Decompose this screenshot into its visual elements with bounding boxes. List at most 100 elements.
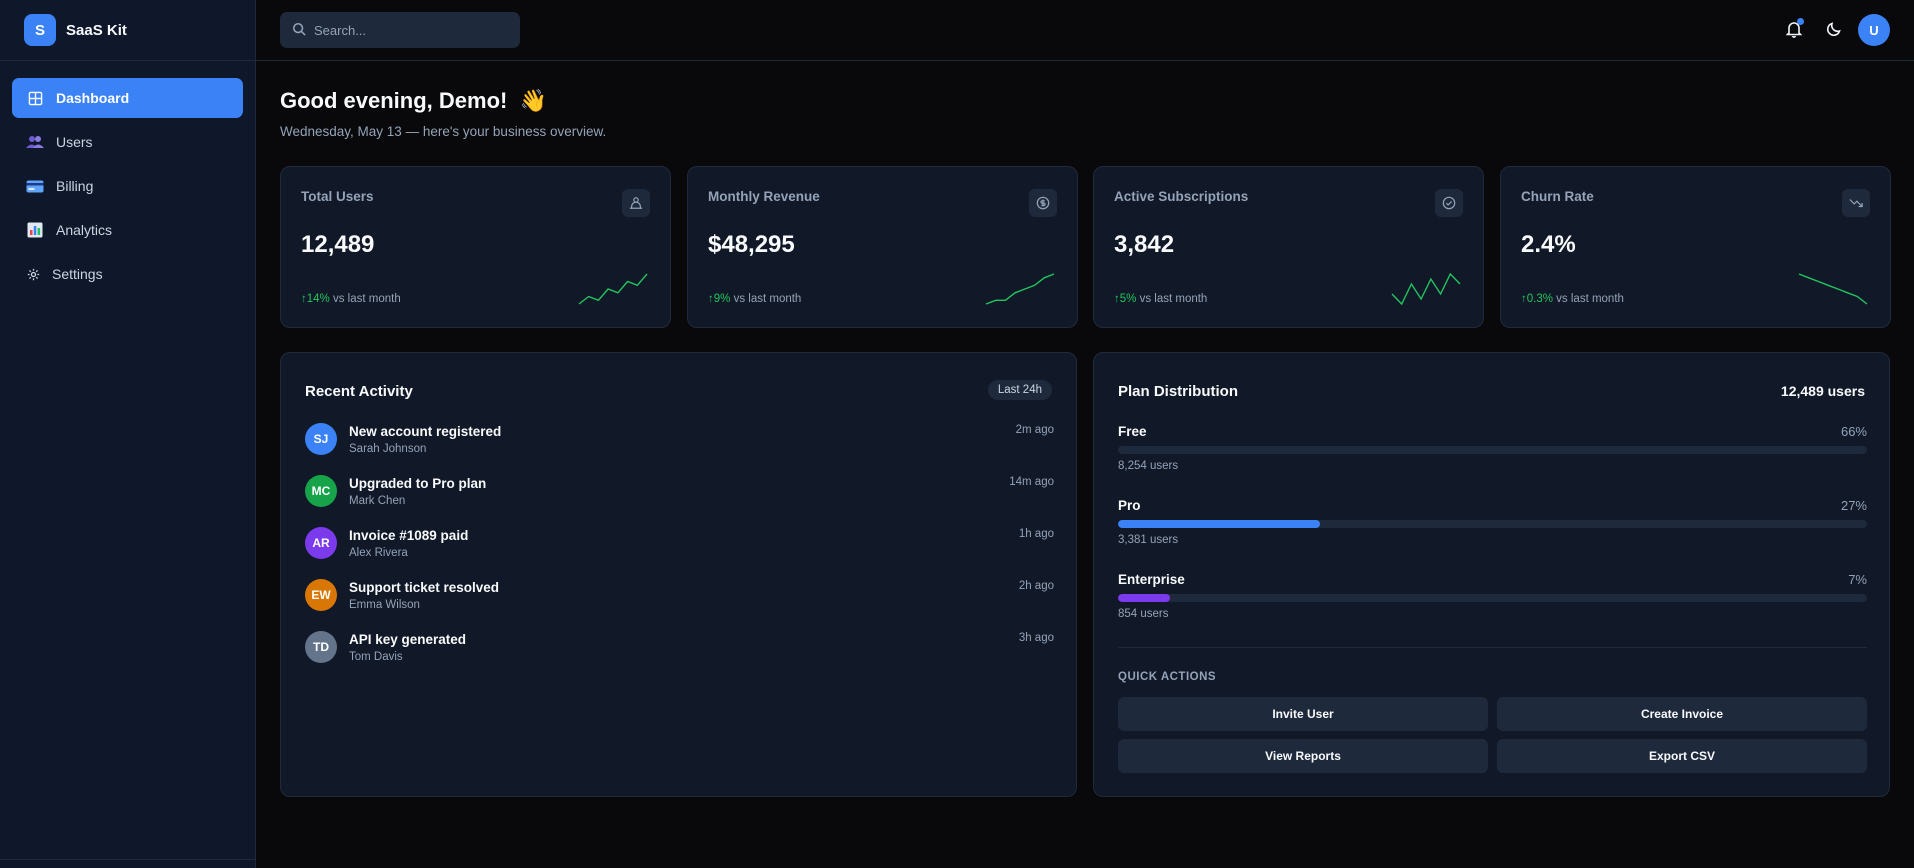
- bar-chart-icon: [26, 221, 44, 239]
- activity-user: Tom Davis: [349, 651, 403, 663]
- activity-time: 14m ago: [1009, 476, 1054, 488]
- trending-down-icon: [1842, 189, 1870, 217]
- dollar-icon: [1029, 189, 1057, 217]
- activity-user: Mark Chen: [349, 495, 406, 507]
- plan-row-free: Free 66% 8,254 users: [1118, 424, 1867, 480]
- sidebar-item-label: Dashboard: [56, 90, 130, 106]
- sparkline: [1798, 273, 1868, 305]
- avatar: MC: [305, 475, 337, 507]
- stat-value: 12,489: [301, 231, 375, 258]
- search-input[interactable]: [314, 22, 504, 38]
- stat-change-value: ↑5%: [1114, 293, 1137, 305]
- create-invoice-button[interactable]: Create Invoice: [1497, 697, 1867, 731]
- stat-card-churn-rate: Churn Rate 2.4% ↑0.3% vs last month: [1500, 166, 1891, 328]
- credit-card-icon: [26, 177, 44, 195]
- activity-item[interactable]: MC Upgraded to Pro plan Mark Chen 14m ag…: [305, 475, 1054, 515]
- notifications-button[interactable]: [1782, 18, 1806, 42]
- activity-time: 3h ago: [1018, 632, 1054, 644]
- sidebar-item-dashboard[interactable]: Dashboard: [12, 78, 243, 118]
- plan-user-count: 8,254 users: [1118, 460, 1179, 472]
- search-box[interactable]: [280, 12, 520, 48]
- stat-change-value: ↑9%: [708, 293, 731, 305]
- plan-progress-track: [1118, 594, 1867, 602]
- sidebar-item-analytics[interactable]: Analytics: [12, 210, 243, 250]
- plan-user-count: 854 users: [1118, 608, 1169, 620]
- view-reports-button[interactable]: View Reports: [1118, 739, 1488, 773]
- avatar: SJ: [305, 423, 337, 455]
- brand-name: SaaS Kit: [66, 21, 127, 39]
- sidebar-divider: [0, 859, 256, 860]
- activity-user: Alex Rivera: [349, 547, 408, 559]
- plan-distribution-card: Plan Distribution 12,489 users Free 66% …: [1093, 352, 1890, 797]
- sidebar-item-billing[interactable]: Billing: [12, 166, 243, 206]
- sidebar-item-label: Settings: [52, 266, 103, 282]
- stat-card-active-subscriptions: Active Subscriptions 3,842 ↑5% vs last m…: [1093, 166, 1484, 328]
- sparkline-path: [1798, 273, 1868, 305]
- moon-icon: [1826, 21, 1842, 40]
- stat-change-suffix: vs last month: [1556, 293, 1624, 305]
- activity-time: 2m ago: [1015, 424, 1054, 436]
- wave-emoji: 👋: [519, 88, 547, 113]
- stat-label: Monthly Revenue: [708, 189, 820, 204]
- section-divider: [1118, 647, 1867, 648]
- activity-time: 2h ago: [1018, 580, 1054, 592]
- activity-title: Upgraded to Pro plan: [349, 476, 487, 491]
- brand[interactable]: S SaaS Kit: [0, 0, 255, 61]
- plan-progress-fill: [1118, 594, 1171, 602]
- brand-logo: S: [24, 14, 56, 46]
- avatar: AR: [305, 527, 337, 559]
- stat-value: 3,842: [1114, 231, 1175, 258]
- total-users-count: 12,489 users: [1780, 383, 1865, 399]
- sparkline-path: [985, 273, 1055, 305]
- sidebar: S SaaS Kit Dashboard Users Billing Anal: [0, 0, 256, 868]
- stat-card-total-users: Total Users 12,489 ↑14% vs last month: [280, 166, 671, 328]
- card-title: Plan Distribution: [1118, 383, 1238, 400]
- sparkline-path: [578, 273, 648, 305]
- theme-toggle-button[interactable]: [1822, 18, 1846, 42]
- invite-user-button[interactable]: Invite User: [1118, 697, 1488, 731]
- quick-actions-label: QUICK ACTIONS: [1118, 671, 1217, 683]
- stat-label: Active Subscriptions: [1114, 189, 1249, 204]
- notification-dot: [1797, 18, 1804, 25]
- activity-title: Invoice #1089 paid: [349, 528, 469, 543]
- time-range-badge: Last 24h: [987, 380, 1052, 400]
- bell-icon: [1785, 20, 1803, 41]
- recent-activity-card: Recent Activity Last 24h SJ New account …: [280, 352, 1077, 797]
- sidebar-item-label: Analytics: [56, 222, 113, 238]
- stat-change: ↑0.3% vs last month: [1521, 293, 1624, 305]
- stat-value: $48,295: [708, 231, 795, 258]
- plan-name: Pro: [1118, 498, 1141, 513]
- sparkline: [985, 273, 1055, 305]
- plan-row-enterprise: Enterprise 7% 854 users: [1118, 572, 1867, 628]
- user-avatar[interactable]: U: [1858, 14, 1890, 46]
- sidebar-item-label: Billing: [56, 178, 94, 194]
- sparkline: [1391, 272, 1461, 306]
- stat-change-suffix: vs last month: [1139, 293, 1208, 305]
- avatar: TD: [305, 631, 337, 663]
- page-subtitle: Wednesday, May 13 — here's your business…: [280, 124, 607, 139]
- plan-percent: 27%: [1840, 498, 1867, 513]
- activity-item[interactable]: TD API key generated Tom Davis 3h ago: [305, 631, 1054, 671]
- stat-change: ↑5% vs last month: [1114, 293, 1207, 305]
- search-icon: [292, 22, 306, 39]
- stat-change-suffix: vs last month: [332, 293, 401, 305]
- activity-user: Emma Wilson: [349, 599, 420, 611]
- plan-name: Enterprise: [1118, 572, 1185, 587]
- sidebar-item-users[interactable]: Users: [12, 122, 243, 162]
- export-csv-button[interactable]: Export CSV: [1497, 739, 1867, 773]
- stat-change-value: ↑14%: [301, 293, 330, 305]
- activity-item[interactable]: SJ New account registered Sarah Johnson …: [305, 423, 1054, 463]
- stat-change-value: ↑0.3%: [1521, 293, 1553, 305]
- sidebar-item-settings[interactable]: Settings: [12, 254, 243, 294]
- activity-title: Support ticket resolved: [349, 580, 500, 595]
- plan-progress-fill: [1118, 520, 1321, 528]
- gear-icon: [26, 265, 40, 283]
- activity-item[interactable]: AR Invoice #1089 paid Alex Rivera 1h ago: [305, 527, 1054, 567]
- grid-icon: [26, 89, 44, 107]
- activity-item[interactable]: EW Support ticket resolved Emma Wilson 2…: [305, 579, 1054, 619]
- activity-user: Sarah Johnson: [349, 443, 427, 455]
- stat-label: Total Users: [301, 189, 374, 204]
- plan-progress-track: [1118, 520, 1867, 528]
- check-circle-icon: [1435, 189, 1463, 217]
- stat-value: 2.4%: [1521, 231, 1576, 258]
